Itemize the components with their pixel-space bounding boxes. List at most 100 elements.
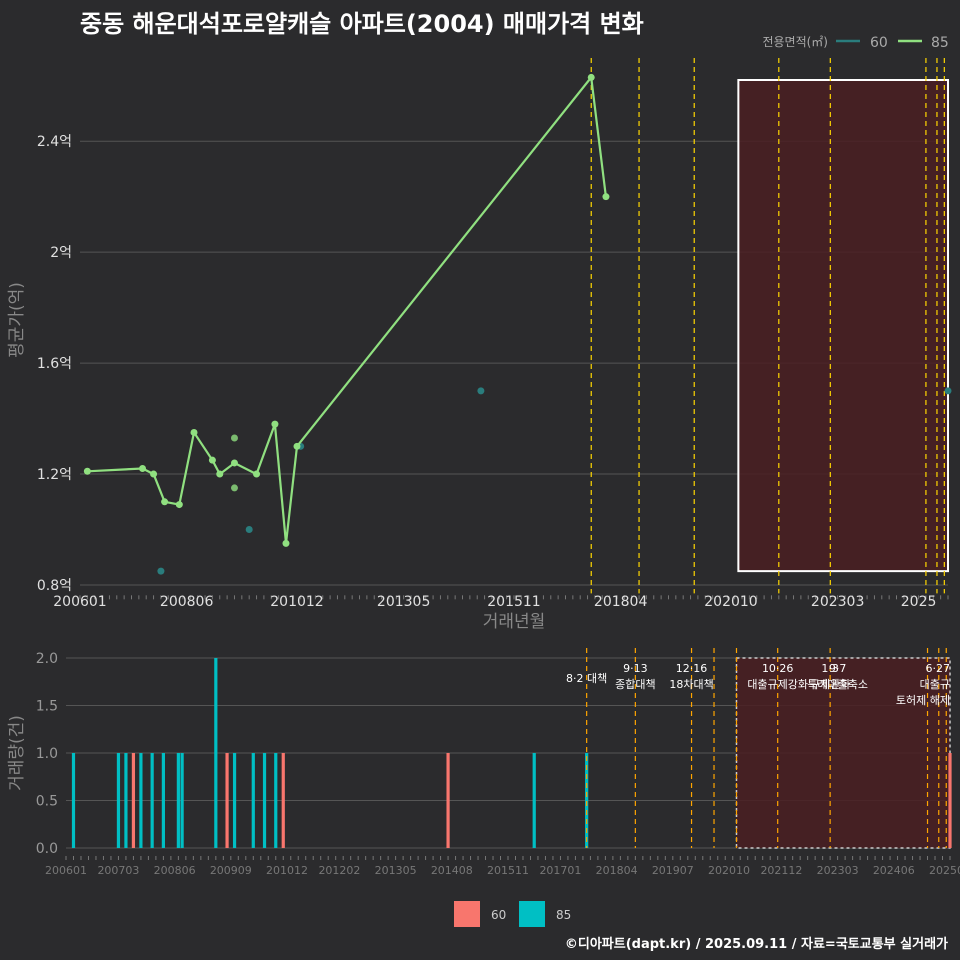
bar-85: [124, 753, 128, 848]
point-85: [602, 193, 610, 201]
point-85: [161, 498, 169, 506]
policy-annotation: 12·16: [676, 662, 708, 675]
x-tick-label: 201804: [594, 594, 648, 610]
point-85: [216, 470, 224, 478]
legend-label-60: 60: [870, 35, 888, 51]
policy-annotation: 10·26: [762, 662, 794, 675]
point-85: [587, 73, 595, 81]
bar-85: [532, 753, 536, 848]
bar-x-tick-label: 201305: [375, 864, 417, 877]
bar-85: [150, 753, 154, 848]
point-85: [282, 539, 290, 547]
bar-85: [214, 658, 218, 848]
bar-x-tick-label: 200601: [45, 864, 87, 877]
bar-x-tick-label: 201511: [487, 864, 529, 877]
policy-annotation: 종합대책: [615, 678, 655, 691]
bar-85: [274, 753, 278, 848]
policy-annotation: 대출규제강화: [747, 678, 808, 691]
legend-swatch-85: [519, 901, 545, 927]
bar-x-tick-label: 202010: [708, 864, 750, 877]
bar-85: [71, 753, 76, 848]
bar-y-tick-label: 0.5: [36, 794, 58, 810]
bar-85: [116, 753, 121, 848]
policy-annotation: 8·2 대책: [566, 672, 607, 685]
bar-shaded-regulation-period: [735, 657, 951, 849]
policy-annotation: 9·7: [829, 662, 847, 675]
bar-85: [161, 753, 165, 848]
bar-60: [948, 753, 952, 848]
point-85: [150, 470, 158, 478]
point-85: [271, 420, 279, 428]
bar-60: [225, 753, 229, 848]
bar-x-tick-label: 200909: [210, 864, 252, 877]
bar-60: [446, 753, 450, 848]
bar-60: [131, 753, 136, 848]
bar-x-tick-label: 202509: [929, 864, 960, 877]
bar-y-tick-label: 1.5: [36, 699, 58, 715]
policy-annotation: 규제완화: [810, 678, 850, 691]
policy-annotation: 특례대출축소: [807, 678, 868, 691]
y-tick-label: 1.2억: [37, 467, 72, 483]
bar-85: [262, 753, 267, 848]
legend-swatch-60: [454, 901, 480, 927]
bar-85: [176, 753, 180, 848]
bar-y-tick-label: 0.0: [36, 841, 58, 857]
point-85: [253, 470, 261, 478]
bar-x-tick-label: 201012: [266, 864, 308, 877]
x-axis-title: 거래년월: [483, 612, 546, 632]
point-60: [157, 567, 165, 575]
bar-x-tick-label: 201701: [539, 864, 581, 877]
bar-x-tick-label: 200806: [154, 864, 196, 877]
y-axis-title: 평균가(억): [7, 282, 27, 358]
shaded-regulation-period: [737, 79, 950, 573]
x-tick-label: 201511: [487, 594, 540, 610]
point-85: [139, 465, 147, 473]
point-85: [230, 434, 238, 442]
x-tick-label: 200806: [160, 594, 214, 610]
policy-annotation: 18차대책: [669, 678, 713, 691]
y-tick-label: 1.6억: [37, 356, 72, 372]
x-tick-label: 201012: [270, 594, 323, 610]
bar-85: [180, 753, 184, 848]
y-tick-label: 2억: [50, 245, 72, 261]
bar-x-tick-label: 201202: [318, 864, 360, 877]
bar-legend-label-60: 60: [491, 908, 506, 922]
bar-y-tick-label: 2.0: [36, 651, 58, 667]
point-60: [477, 387, 485, 395]
point-60: [944, 387, 952, 395]
x-tick-label: 201305: [377, 594, 430, 610]
bar-y-tick-label: 1.0: [36, 746, 58, 762]
policy-annotation: 토허제 해제: [896, 693, 950, 707]
x-tick-label: 2025: [901, 594, 937, 610]
point-85: [230, 459, 238, 467]
point-85: [230, 484, 238, 492]
legend-label-85: 85: [931, 35, 949, 51]
policy-annotation: 9·13: [623, 662, 648, 675]
chart-title: 중동 해운대석포로얄캐슬 아파트(2004) 매매가격 변화: [80, 10, 644, 38]
y-tick-label: 0.8억: [37, 578, 72, 594]
y-tick-label: 2.4억: [37, 134, 72, 150]
source-credit: ©디아파트(dapt.kr) / 2025.09.11 / 자료=국토교통부 실…: [564, 937, 948, 952]
legend-title: 전용면적(㎡): [762, 35, 828, 49]
bar-85: [585, 753, 589, 848]
bar-x-tick-label: 202303: [817, 864, 859, 877]
bar-85: [232, 753, 237, 848]
point-85: [208, 456, 216, 464]
x-tick-label: 202303: [811, 594, 864, 610]
policy-annotation: 대출규: [920, 678, 950, 691]
bar-x-tick-label: 202112: [760, 864, 802, 877]
bar-x-tick-label: 201408: [431, 864, 473, 877]
bar-85: [251, 753, 255, 848]
bar-x-tick-label: 201804: [596, 864, 638, 877]
bar-legend-label-85: 85: [556, 908, 571, 922]
point-85: [293, 442, 301, 450]
policy-annotation: 1·3: [821, 662, 839, 675]
bar-y-axis-title: 거래량(건): [7, 715, 27, 791]
point-60: [245, 526, 253, 534]
bar-x-tick-label: 200703: [97, 864, 139, 877]
line-85: [87, 74, 607, 544]
point-85: [190, 428, 198, 436]
bar-60: [281, 753, 285, 848]
point-85: [175, 501, 183, 509]
x-tick-label: 202010: [704, 594, 757, 610]
